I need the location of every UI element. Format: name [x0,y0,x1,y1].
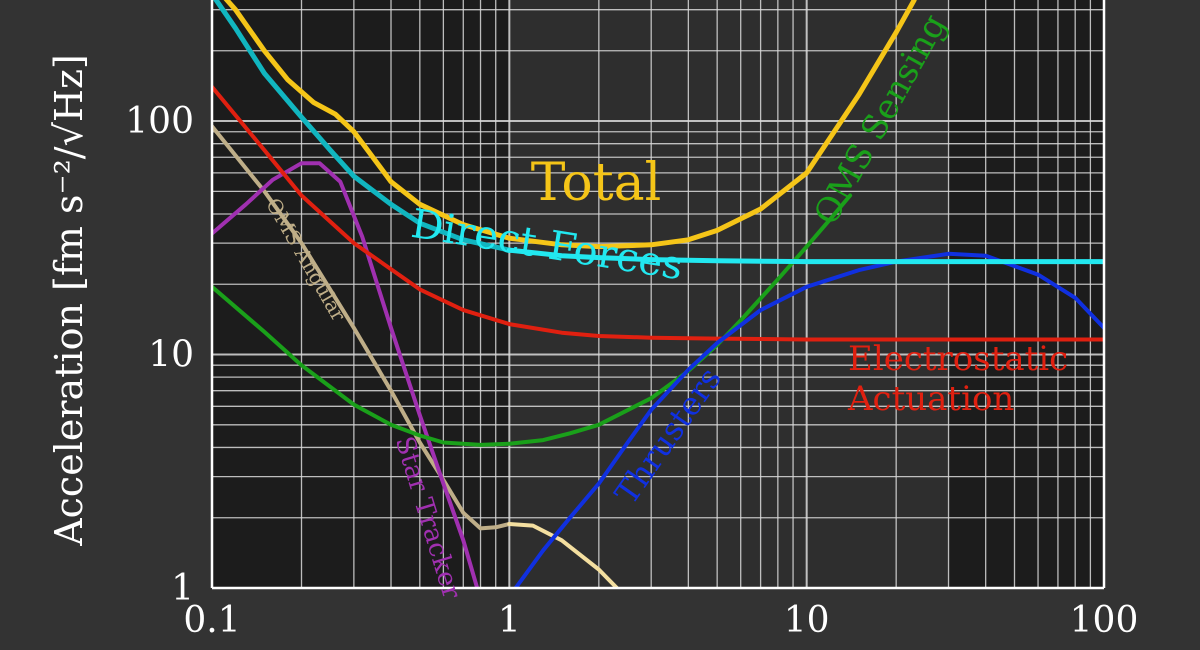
oms-sensing-series-line [212,193,853,447]
oms-angular-series-line [212,124,512,531]
y-tick-label: 100 [125,101,194,142]
direct-forces-series-line [213,0,512,253]
oms-angular-series-line-extended [507,522,619,588]
total-series-line [223,0,917,250]
x-tick-label: 0.1 [183,600,240,641]
y-tick-label: 1 [171,568,194,609]
shaded-bands [212,0,1104,588]
star-tracker-series-line [212,161,480,588]
series-layer [212,0,1104,588]
electrostatic-label: Electrostatic [848,339,1068,379]
total-label: Total [531,153,661,213]
axes [210,0,1106,590]
y-tick-label: 10 [148,335,194,376]
x-tick-label: 10 [784,600,830,641]
shaded-band [948,0,1104,588]
shaded-band [212,0,510,588]
x-tick-label: 1 [498,600,521,641]
direct-forces-series-line-extended [506,247,1104,265]
electrostatic-actuation-series-line [212,84,1104,342]
actuation-label: Actuation [847,379,1014,419]
x-tick-label: 100 [1070,600,1139,641]
y-axis-label: Acceleration [fm s⁻²/√Hz] [47,54,91,547]
grid [211,0,1104,589]
